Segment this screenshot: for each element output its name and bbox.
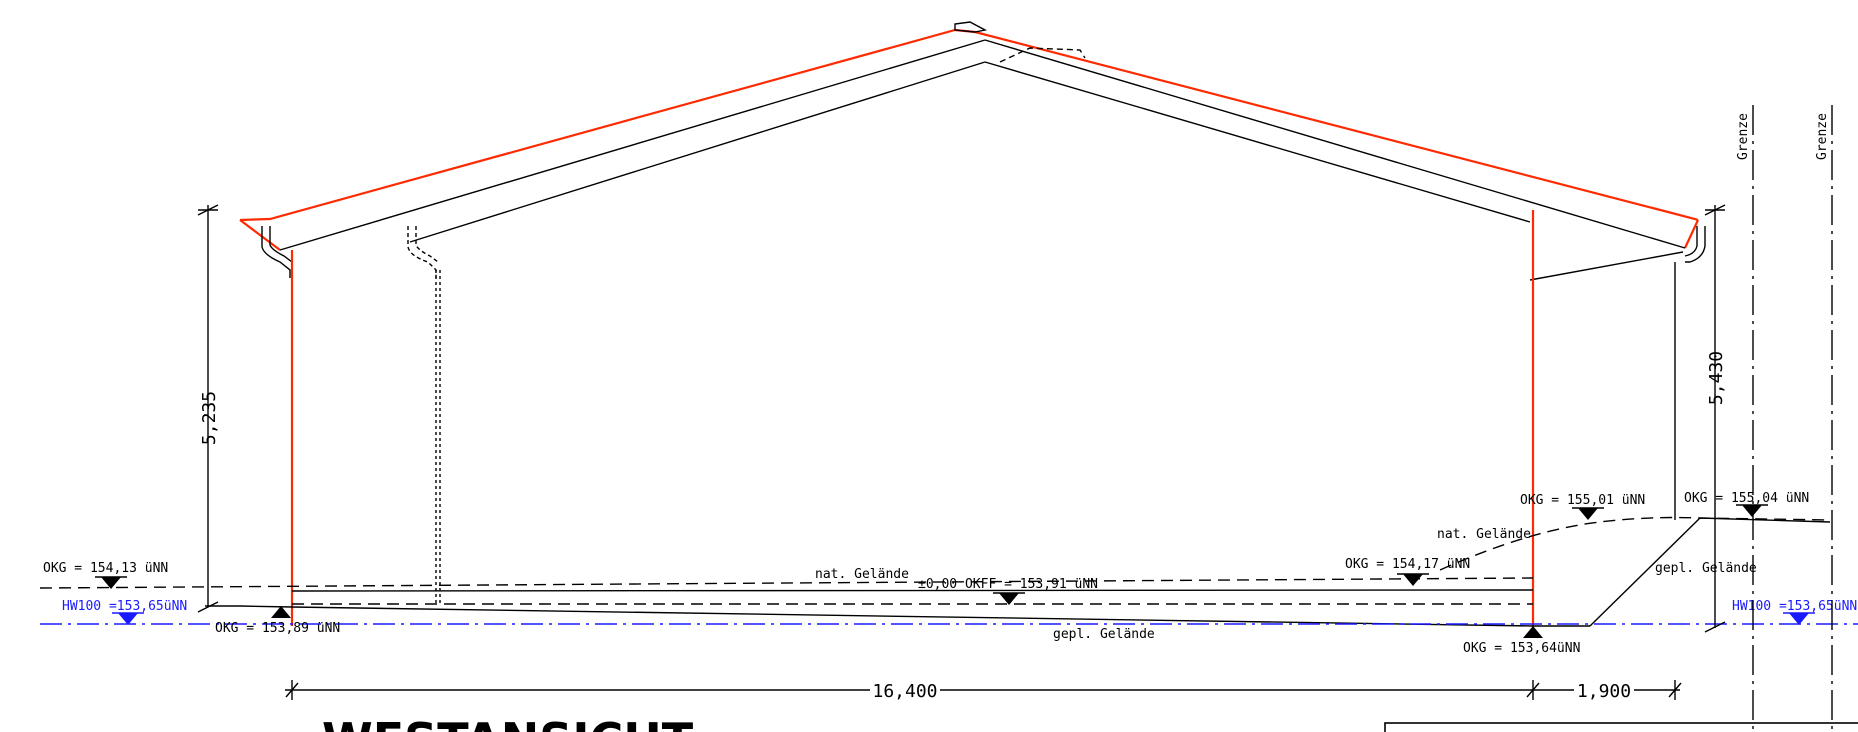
label-okg-mid-right: OKG = 154,17 üNN — [1345, 557, 1470, 572]
label-okg-left-top: OKG = 154,13 üNN — [43, 561, 168, 576]
label-okg-right-bottom: OKG = 153,64üNN — [1463, 641, 1580, 656]
label-okg-left-bottom: OKG = 153,89 üNN — [215, 621, 340, 636]
dim-width-side: 1,900 — [1577, 681, 1631, 702]
hw-marker-left — [118, 613, 138, 625]
label-gepl-gelaende-right: gepl. Gelände — [1655, 561, 1757, 576]
label-nat-gelaende-right: nat. Gelände — [1437, 527, 1531, 542]
gutter-mid-dashed — [407, 226, 437, 278]
gutter-mid-dashed-inner — [415, 226, 439, 263]
okg-marker-left-top — [101, 577, 121, 589]
hw-marker-right — [1789, 613, 1809, 625]
level-labels: OKG = 154,13 üNN HW100 =153,65üNN OKG = … — [43, 491, 1857, 656]
okg-marker-155-04 — [1742, 505, 1762, 517]
roof — [239, 21, 1699, 281]
label-gepl-gelaende-mid: gepl. Gelände — [1053, 627, 1155, 642]
label-hw-right: HW100 =153,65üNN — [1732, 599, 1857, 614]
label-okff: ±0,00 OKFF = 153,91 üNN — [918, 577, 1098, 592]
planned-ground-slope — [1589, 517, 1831, 627]
eave-right-red — [1684, 219, 1699, 249]
label-hw-left: HW100 =153,65üNN — [62, 599, 187, 614]
natural-ground-curve — [1439, 516, 1831, 571]
gutter-left-inner — [269, 226, 293, 263]
roof-underside-right — [984, 39, 1686, 249]
gutters — [261, 226, 1706, 278]
ridge-cap — [954, 21, 988, 33]
dim-height-left: 5,235 — [199, 391, 220, 445]
walls — [290, 210, 1676, 626]
gutter-right — [1685, 226, 1706, 263]
ground — [39, 516, 1858, 627]
okg-marker-right-bottom — [1523, 626, 1543, 638]
dim-width-main: 16,400 — [872, 681, 937, 702]
boundaries: Grenze Grenze — [1736, 105, 1833, 732]
dim-tick-right-bottom — [1704, 621, 1726, 633]
okg-marker-left-bottom — [271, 606, 291, 618]
label-grenze-1: Grenze — [1736, 113, 1751, 160]
drawing-title: WESTANSICHT — [322, 713, 694, 732]
eave-left-red — [239, 219, 281, 251]
okg-marker-mid-right — [1403, 574, 1423, 586]
label-okg-155-04: OKG = 155,04 üNN — [1684, 491, 1809, 506]
gutter-left — [261, 226, 291, 278]
roof-inner-right — [984, 61, 1531, 223]
overhang-soffit — [1529, 251, 1684, 281]
roof-underside-left — [279, 39, 986, 251]
dim-tick-left-bottom — [197, 601, 219, 613]
level-markers — [95, 504, 1815, 638]
label-nat-gelaende-left: nat. Gelände — [815, 567, 909, 582]
roof-outline-red — [239, 28, 1699, 222]
label-okg-155-01: OKG = 155,01 üNN — [1520, 493, 1645, 508]
floor-line — [291, 589, 1534, 592]
gutter-right-inner — [1684, 226, 1698, 257]
dimensions: 5,235 5,430 16,400 1,900 — [197, 204, 1727, 702]
okff-marker — [999, 593, 1019, 605]
title-block-frame — [1384, 722, 1858, 732]
dim-width-main-bg — [870, 678, 940, 700]
dim-width-side-bg — [1574, 678, 1634, 700]
natural-ground-line-left — [39, 577, 1534, 589]
roof-inner-left — [409, 61, 986, 243]
planned-ground-line — [205, 605, 1590, 627]
label-grenze-2: Grenze — [1815, 113, 1830, 160]
dim-height-right: 5,430 — [1706, 351, 1727, 405]
okg-marker-155-01 — [1578, 508, 1598, 520]
